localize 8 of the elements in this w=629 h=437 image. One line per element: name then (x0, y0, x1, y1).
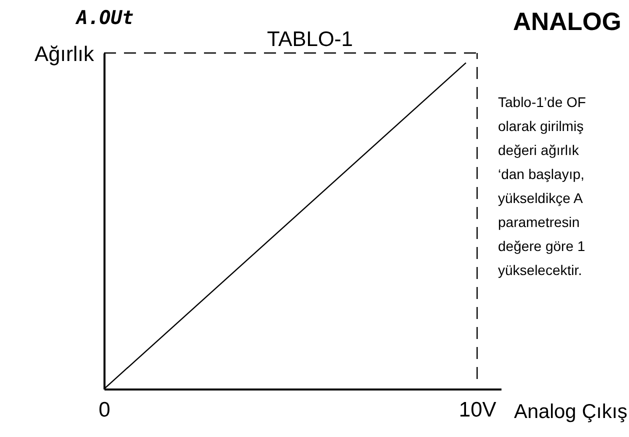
x-axis-title: Analog Çıkış (514, 401, 628, 423)
text: ANALOG (513, 8, 622, 36)
text: A.OUt (74, 7, 134, 29)
x-tick-label: 10V (458, 398, 496, 422)
x-tick-label: 0 (98, 398, 110, 422)
chart-title: TABLO-1 (267, 28, 353, 51)
y-axis-title: Ağırlık (34, 43, 94, 66)
annotation: Tablo-1’de OF olarak girilmiş değeri ağırlık ‘dan başlayıp, yükseldikçe A parametresin değere göre 1 yükselecektir. (498, 94, 586, 278)
